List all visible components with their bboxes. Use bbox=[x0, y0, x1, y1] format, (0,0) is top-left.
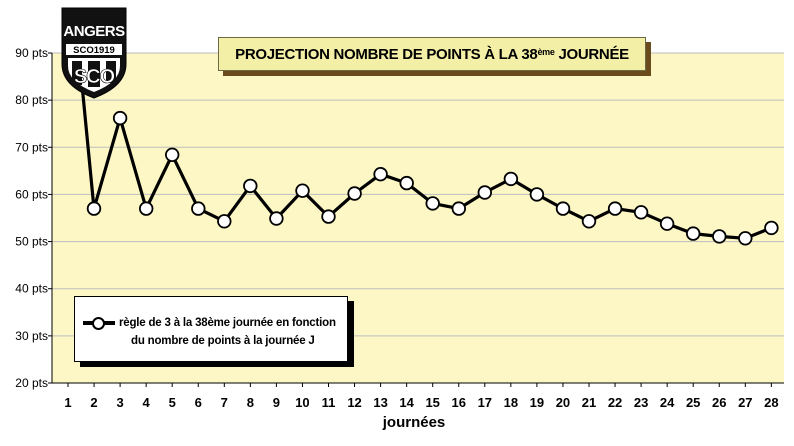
x-tick-label: 9 bbox=[273, 395, 280, 410]
logo-band-text: SCO1919 bbox=[73, 45, 115, 56]
data-point-marker bbox=[399, 175, 414, 191]
x-tick-label: 11 bbox=[322, 395, 336, 410]
series-polyline bbox=[77, 53, 772, 240]
x-tick-label: 14 bbox=[399, 395, 414, 410]
data-point-marker bbox=[764, 220, 779, 236]
y-tick-label: 30 pts bbox=[15, 329, 48, 343]
chart-title-end: JOURNÉE bbox=[554, 45, 629, 63]
legend: règle de 3 à la 38ème journée en fonctio… bbox=[74, 296, 348, 362]
data-point-marker bbox=[477, 185, 493, 200]
data-point-marker bbox=[712, 229, 727, 244]
x-tick-label: 26 bbox=[712, 395, 726, 410]
x-tick-label: 27 bbox=[738, 395, 752, 410]
y-ticks: 20 pts 30 pts 40 pts 50 pts 60 pts 70 pts 80 p… bbox=[15, 46, 52, 390]
x-tick-label: 1 bbox=[64, 395, 71, 410]
legend-label-line-2: du nombre de points à la journée J bbox=[131, 335, 315, 347]
data-point-marker bbox=[112, 110, 128, 126]
data-point-marker bbox=[633, 205, 649, 220]
data-point-marker bbox=[607, 201, 623, 216]
data-point-marker bbox=[373, 166, 388, 182]
y-tick-label: 20 pts bbox=[15, 376, 48, 390]
data-point-marker bbox=[269, 211, 284, 226]
x-tick-label: 22 bbox=[608, 395, 622, 410]
x-axis-label: journées bbox=[382, 414, 446, 431]
series-line bbox=[77, 53, 772, 240]
data-point-marker bbox=[738, 231, 753, 246]
chart-title-sup: ème bbox=[537, 47, 555, 57]
x-tick-label: 4 bbox=[143, 395, 151, 410]
y-tick-label: 80 pts bbox=[15, 93, 48, 107]
logo-letters: SCO bbox=[74, 66, 115, 88]
legend-label-line-1: règle de 3 à la 38ème journée en fonctio… bbox=[119, 317, 336, 329]
legend-marker-swatch bbox=[92, 317, 105, 330]
chart-title-main: PROJECTION NOMBRE DE POINTS À LA 38 bbox=[235, 45, 538, 63]
x-tick-label: 19 bbox=[530, 395, 544, 410]
x-tick-label: 3 bbox=[116, 395, 123, 410]
x-tick-label: 8 bbox=[247, 395, 254, 410]
data-point-marker bbox=[86, 201, 102, 216]
data-point-marker bbox=[659, 216, 675, 231]
data-point-marker bbox=[555, 201, 571, 216]
x-ticks: 1 2 3 4 5 6 7 8 9 10 11 12 13 14 15 16 17 18 19 20 21 22 23 24 2… bbox=[64, 383, 779, 410]
club-logo: ANGERS SCO1919 SCO bbox=[58, 6, 130, 100]
data-point-marker bbox=[686, 226, 701, 241]
x-tick-label: 23 bbox=[634, 395, 648, 410]
x-tick-label: 28 bbox=[764, 395, 778, 410]
x-tick-label: 18 bbox=[504, 395, 518, 410]
logo-band bbox=[66, 44, 122, 55]
x-tick-label: 16 bbox=[452, 395, 466, 410]
x-tick-label: 21 bbox=[582, 395, 596, 410]
data-point-marker bbox=[347, 186, 362, 201]
data-point-marker bbox=[425, 196, 440, 211]
data-point-marker bbox=[138, 201, 154, 216]
x-tick-label: 15 bbox=[425, 395, 439, 410]
x-tick-label: 17 bbox=[478, 395, 492, 410]
x-tick-label: 6 bbox=[195, 395, 202, 410]
x-tick-label: 5 bbox=[169, 395, 176, 410]
x-tick-label: 25 bbox=[686, 395, 700, 410]
y-tick-label: 70 pts bbox=[15, 140, 48, 154]
legend-label: règle de 3 à la 38ème journée en fonctio… bbox=[119, 314, 344, 350]
data-point-marker bbox=[503, 171, 519, 187]
data-point-marker bbox=[164, 147, 180, 163]
x-tick-label: 10 bbox=[295, 395, 309, 410]
data-point-marker bbox=[451, 201, 467, 216]
data-point-marker bbox=[243, 178, 258, 194]
data-point-marker bbox=[191, 201, 206, 216]
logo-top-text: ANGERS bbox=[63, 23, 125, 40]
x-tick-label: 12 bbox=[347, 395, 361, 410]
y-tick-label: 50 pts bbox=[15, 235, 48, 249]
x-tick-label: 2 bbox=[90, 395, 97, 410]
x-tick-label: 20 bbox=[556, 395, 570, 410]
data-point-marker bbox=[529, 187, 545, 202]
data-point-marker bbox=[321, 209, 336, 224]
y-tick-label: 40 pts bbox=[15, 282, 48, 296]
x-tick-label: 13 bbox=[373, 395, 387, 410]
x-tick-label: 7 bbox=[221, 395, 228, 410]
series-markers bbox=[86, 110, 779, 246]
data-point-marker bbox=[295, 183, 310, 198]
data-point-marker bbox=[217, 214, 232, 229]
data-point-marker bbox=[581, 214, 597, 229]
y-tick-label: 60 pts bbox=[15, 187, 48, 201]
y-tick-label: 90 pts bbox=[15, 46, 48, 60]
chart-title: PROJECTION NOMBRE DE POINTS À LA 38 ème J… bbox=[218, 37, 646, 71]
x-tick-label: 24 bbox=[660, 395, 675, 410]
